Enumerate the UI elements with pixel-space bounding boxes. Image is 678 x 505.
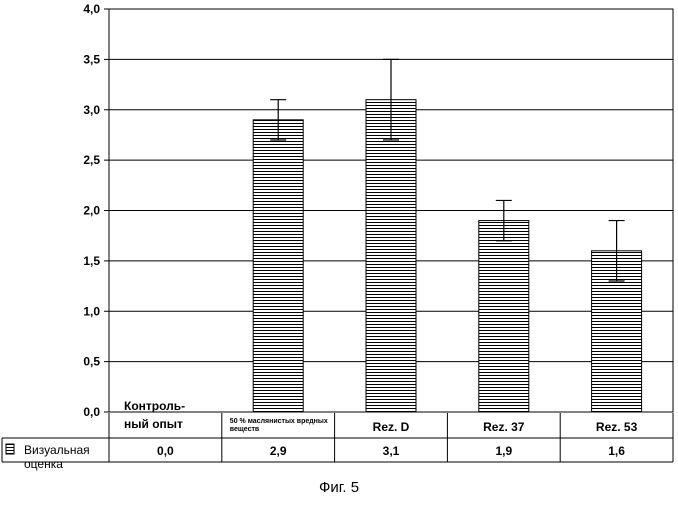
bars — [253, 100, 641, 412]
error-bars — [270, 59, 624, 281]
y-tick-label: 3,0 — [83, 103, 100, 117]
y-tick-label: 0,0 — [83, 405, 100, 419]
y-tick-label: 1,0 — [83, 304, 100, 318]
bar — [253, 120, 303, 412]
bar — [366, 100, 416, 412]
legend-label: оценка — [24, 457, 63, 471]
legend-label: Визуальная — [24, 443, 90, 457]
category-label: ный опыт — [124, 417, 183, 431]
data-table-value: 1,9 — [495, 444, 512, 458]
category-label: Rez. D — [373, 420, 410, 434]
bar — [479, 221, 529, 412]
legend-swatch — [6, 444, 14, 454]
category-label: веществ — [230, 426, 260, 433]
y-tick-label: 3,5 — [83, 52, 100, 66]
legend: Визуальнаяоценка — [6, 443, 90, 471]
data-table-value: 1,6 — [608, 444, 625, 458]
category-label: Контроль- — [124, 399, 185, 413]
category-label: Rez. 53 — [596, 420, 638, 434]
category-label: 50 % маслянистых вредных — [230, 418, 328, 425]
figure-caption: Фиг. 5 — [319, 479, 359, 496]
y-axis-tick-labels: 0,0 0,5 1,0 1,5 2,0 2,5 3,0 3,5 4,0 — [83, 2, 100, 419]
y-tick-label: 2,0 — [83, 204, 100, 218]
data-table: Контроль-ный опыт 50 % маслянистых вредны… — [2, 399, 673, 462]
data-table-value: 2,9 — [270, 444, 287, 458]
y-tick-label: 2,5 — [83, 153, 100, 167]
data-table-value: 0,0 — [157, 444, 174, 458]
y-tick-label: 0,5 — [83, 355, 100, 369]
category-label: Rez. 37 — [483, 420, 525, 434]
y-tick-label: 1,5 — [83, 254, 100, 268]
data-table-value: 3,1 — [383, 444, 400, 458]
y-tick-label: 4,0 — [83, 2, 100, 16]
